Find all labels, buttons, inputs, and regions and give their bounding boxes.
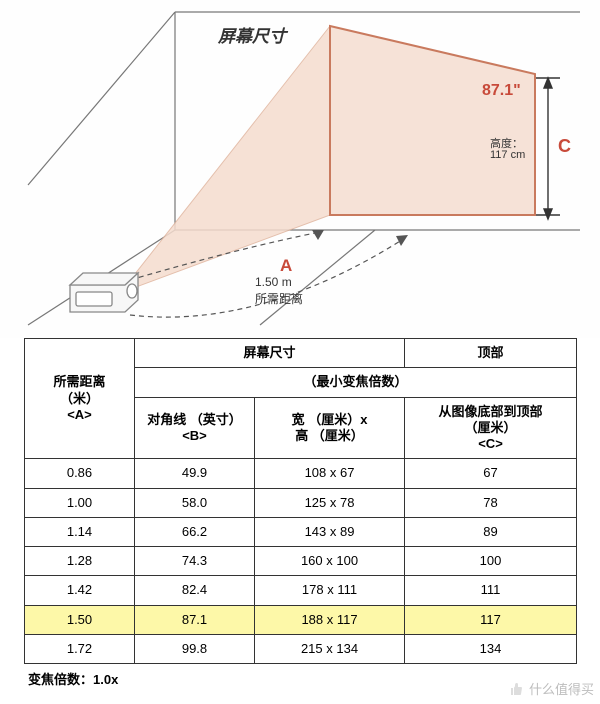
table-row: 1.5087.1188 x 117117 — [25, 605, 577, 634]
table-cell: 111 — [405, 576, 577, 605]
table-body: 0.8649.9108 x 67671.0058.0125 x 78781.14… — [25, 459, 577, 664]
table-cell: 58.0 — [135, 488, 255, 517]
table-cell: 1.28 — [25, 547, 135, 576]
a-label: A — [280, 256, 292, 276]
table-cell: 89 — [405, 517, 577, 546]
th-image-height: 从图像底部到顶部 （厘米） <C> — [405, 397, 577, 459]
table-cell: 134 — [405, 634, 577, 663]
table-cell: 108 x 67 — [255, 459, 405, 488]
table-row: 1.0058.0125 x 7878 — [25, 488, 577, 517]
table-cell: 215 x 134 — [255, 634, 405, 663]
height-value: 117 cm — [490, 149, 525, 161]
watermark: 什么值得买 — [509, 679, 594, 698]
table-row: 0.8649.9108 x 6767 — [25, 459, 577, 488]
table-cell: 1.14 — [25, 517, 135, 546]
table-cell: 100 — [405, 547, 577, 576]
distance-label: 所需距离 — [255, 290, 303, 307]
table-cell: 87.1 — [135, 605, 255, 634]
th-top: 顶部 — [405, 339, 577, 368]
diagonal-value: 87.1" — [482, 82, 521, 100]
table-cell: 1.42 — [25, 576, 135, 605]
distance-value: 1.50 m — [255, 275, 292, 289]
table-cell: 125 x 78 — [255, 488, 405, 517]
th-wxh: 宽 （厘米）x 高 （厘米） — [255, 397, 405, 459]
table-cell: 188 x 117 — [255, 605, 405, 634]
table-cell: 67 — [405, 459, 577, 488]
table-cell: 99.8 — [135, 634, 255, 663]
table-cell: 143 x 89 — [255, 517, 405, 546]
table-cell: 66.2 — [135, 517, 255, 546]
table-row: 1.2874.3160 x 100100 — [25, 547, 577, 576]
table-cell: 1.00 — [25, 488, 135, 517]
projection-table-area: 所需距离 （米） <A> 屏幕尺寸 顶部 （最小变焦倍数） 对角线 （英寸） <… — [24, 338, 576, 688]
table-cell: 1.72 — [25, 634, 135, 663]
th-distance: 所需距离 （米） <A> — [25, 339, 135, 459]
thumbs-up-icon — [509, 681, 525, 697]
th-min-zoom: （最小变焦倍数） — [135, 368, 577, 397]
table-cell: 74.3 — [135, 547, 255, 576]
table-cell: 0.86 — [25, 459, 135, 488]
table-cell: 1.50 — [25, 605, 135, 634]
table-cell: 160 x 100 — [255, 547, 405, 576]
table-cell: 82.4 — [135, 576, 255, 605]
zoom-note: 变焦倍数：1.0x — [24, 664, 576, 688]
projection-diagram: 屏幕尺寸 87.1" 高度： 117 cm C A 1.50 m 所需距离 — [0, 0, 600, 338]
table-row: 1.7299.8215 x 134134 — [25, 634, 577, 663]
table-cell: 49.9 — [135, 459, 255, 488]
diagram-svg — [0, 0, 600, 338]
table-cell: 117 — [405, 605, 577, 634]
th-diagonal: 对角线 （英寸） <B> — [135, 397, 255, 459]
watermark-text: 什么值得买 — [529, 679, 594, 698]
th-screen-size: 屏幕尺寸 — [135, 339, 405, 368]
c-label: C — [558, 136, 571, 157]
table-cell: 178 x 111 — [255, 576, 405, 605]
screen-size-label: 屏幕尺寸 — [218, 22, 286, 47]
table-row: 1.4282.4178 x 111111 — [25, 576, 577, 605]
table-row: 1.1466.2143 x 8989 — [25, 517, 577, 546]
table-cell: 78 — [405, 488, 577, 517]
projection-table: 所需距离 （米） <A> 屏幕尺寸 顶部 （最小变焦倍数） 对角线 （英寸） <… — [24, 338, 577, 664]
